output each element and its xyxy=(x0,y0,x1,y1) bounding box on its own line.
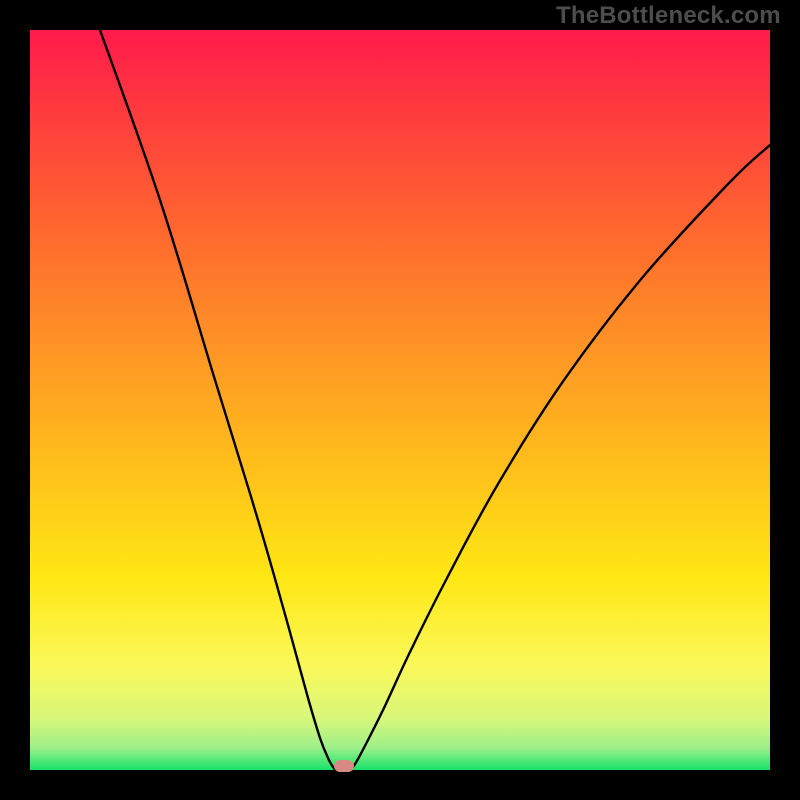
curve-left-branch xyxy=(100,30,336,770)
bottleneck-curve xyxy=(30,30,770,770)
chart-frame: TheBottleneck.com xyxy=(0,0,800,800)
minimum-marker xyxy=(334,760,354,772)
curve-right-branch xyxy=(350,145,770,770)
watermark-text: TheBottleneck.com xyxy=(556,2,781,30)
plot-area xyxy=(30,30,770,770)
